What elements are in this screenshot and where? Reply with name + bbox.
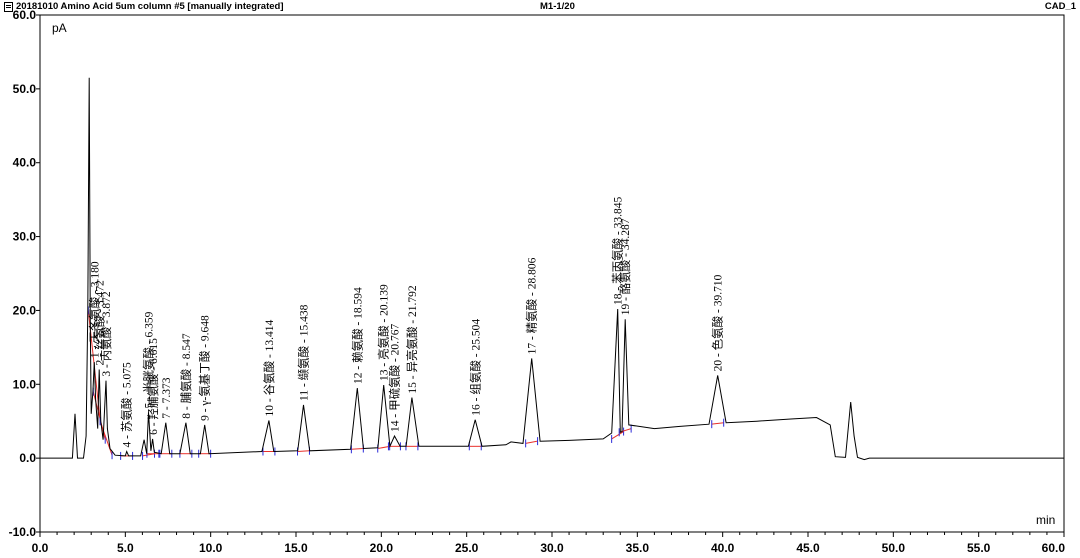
y-tick-label: 50.0 xyxy=(13,82,37,96)
x-tick-label: 50.0 xyxy=(882,541,906,555)
peak-label: 15 - 异亮氨酸 - 21.792 xyxy=(405,285,419,394)
x-tick-label: 25.0 xyxy=(455,541,479,555)
y-tick-label: 60.0 xyxy=(13,8,37,22)
peak-baseline xyxy=(377,445,390,450)
peak-label: 18 - 苯丙氨酸 - 33.845 xyxy=(611,196,625,305)
plot-area xyxy=(39,14,1065,533)
y-tick-label: 40.0 xyxy=(13,156,37,170)
peak-label: 19 - 酪氨酸 - 34.287 xyxy=(618,218,632,315)
peak-baseline xyxy=(99,421,113,456)
peak-baseline xyxy=(711,422,724,425)
file-title: 20181010 Amino Acid 5um column #5 [manua… xyxy=(16,1,284,12)
x-tick-label: 20.0 xyxy=(370,541,394,555)
x-tick-label: 5.0 xyxy=(117,541,134,555)
peak-baseline xyxy=(611,431,624,440)
peak-label: 9 - γ-氨基丁酸 - 9.648 xyxy=(198,315,212,421)
y-tick-label: 30.0 xyxy=(13,230,37,244)
peak-label: 3 - 丙氨酸 - 3.872 xyxy=(99,291,113,377)
peak-label: 4 - 苏氨酸 - 5.075 xyxy=(120,362,134,448)
peak-label: 17 - 精氨酸 - 28.806 xyxy=(525,257,539,354)
x-tick-label: 55.0 xyxy=(967,541,991,555)
peak-label: 13 - 亮氨酸 - 20.139 xyxy=(377,284,391,381)
document-icon xyxy=(4,2,13,12)
peak-label: 5 - 半胱氨酸 - 6.359 xyxy=(142,311,156,408)
method-index: M1-1/20 xyxy=(540,1,575,12)
y-tick-label: 0.0 xyxy=(19,451,36,465)
channel-name: CAD_1 xyxy=(1044,1,1076,12)
peak-label: 8 - 脯氨酸 - 8.547 xyxy=(179,333,193,419)
peak-label: 16 - 组氨酸 - 25.504 xyxy=(468,319,482,416)
x-tick-label: 60.0 xyxy=(1042,541,1066,555)
x-tick-label: 30.0 xyxy=(540,541,564,555)
chart-header: 20181010 Amino Acid 5um column #5 [manua… xyxy=(0,0,1080,14)
peak-label: 2 - 丝氨酸 - 3.472 xyxy=(92,280,106,366)
peak-label: 6 - 羟脯氨酸 - 6.615 xyxy=(146,338,160,435)
x-axis: 0.0 5.0 10.0 15.0 20.0 25.0 30.0 35.0 40.0 45.0 50… xyxy=(32,532,1066,555)
peak-label: 14 - 甲硫氨酸 - 20.767 xyxy=(387,323,401,432)
peak-label: 11 - 缬氨酸 - 15.438 xyxy=(297,304,311,401)
x-tick-label: 40.0 xyxy=(711,541,735,555)
x-tick-label: 45.0 xyxy=(796,541,820,555)
peak-label: 20 - 色氨酸 - 39.710 xyxy=(711,274,725,371)
peak-label: 10 - 谷氨酸 - 13.414 xyxy=(262,319,276,416)
x-tick-label: 15.0 xyxy=(284,541,308,555)
y-tick-label: -10.0 xyxy=(9,525,37,539)
y-axis: -10.0 0.0 10.0 20.0 30.0 40.0 50.0 60.0 xyxy=(9,8,40,539)
x-axis-unit: min xyxy=(1036,513,1055,527)
x-tick-label: 35.0 xyxy=(626,541,650,555)
peak-baseline xyxy=(297,450,310,452)
peak-label: 12 - 赖氨酸 - 18.594 xyxy=(350,287,364,384)
peak-label: 1 - 天冬氨酸 - 3.180 xyxy=(87,261,101,358)
x-tick-label: 0.0 xyxy=(32,541,49,555)
chromatogram-trace xyxy=(40,77,1064,461)
y-tick-label: 20.0 xyxy=(13,303,37,317)
x-tick-label: 10.0 xyxy=(199,541,223,555)
peak-baseline xyxy=(351,448,364,450)
peak-label: 7 - 7.373 xyxy=(161,377,173,418)
y-axis-unit: pA xyxy=(52,21,67,35)
y-tick-label: 10.0 xyxy=(13,377,37,391)
peak-baseline xyxy=(525,440,538,444)
